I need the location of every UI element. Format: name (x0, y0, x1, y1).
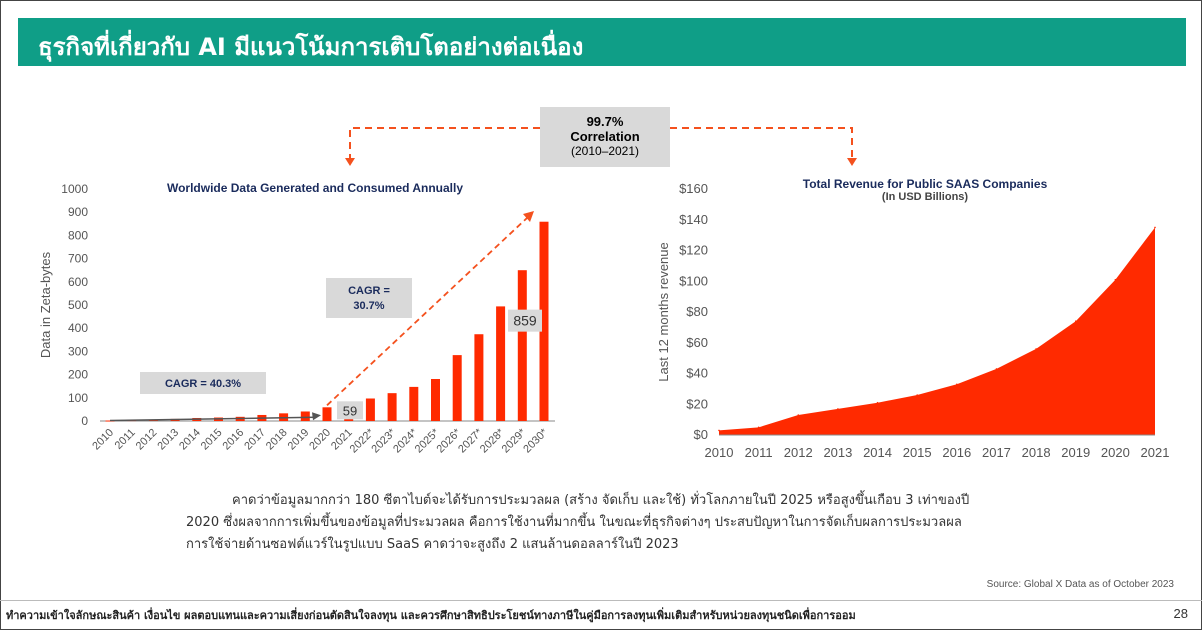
area-point-2012 (797, 414, 800, 416)
y-tick-label: $100 (679, 273, 708, 288)
bar-2020 (322, 407, 332, 421)
bar-2027 (474, 334, 484, 421)
cagr-2010-2020-arrowhead (312, 412, 321, 421)
y-tick-label: $60 (686, 335, 708, 350)
page-title: ธุรกิจที่เกี่ยวกับ AI มีแนวโน้มการเติบโต… (38, 33, 584, 61)
x-tick-label: 2017 (982, 445, 1011, 460)
area-point-2019 (1074, 320, 1077, 323)
revenue-area-series (719, 227, 1155, 435)
value-callout-2020: 59 (343, 403, 357, 418)
connector-left-arrowhead (345, 158, 355, 166)
cagr-2020-2030-label-line1: CAGR = (348, 285, 390, 297)
cagr-2020-2030-line (326, 216, 529, 406)
area-point-2014 (876, 401, 879, 404)
area-point-2015 (916, 394, 918, 396)
footer-disclaimer: ทำความเข้าใจลักษณะสินค้า เงื่อนไข ผลตอบแ… (6, 609, 856, 622)
y-tick-label: $120 (679, 243, 708, 258)
cagr-2020-2030-label-line2: 30.7% (353, 300, 384, 312)
bar-2029 (517, 270, 527, 421)
correlation-period: (2010–2021) (570, 144, 640, 158)
x-tick-label: 2011 (745, 445, 773, 460)
x-tick-label: 2010 (705, 445, 734, 460)
area-point-2016 (956, 383, 958, 386)
y-tick-label: 800 (68, 228, 88, 242)
bar-2023 (387, 393, 397, 421)
value-callout-2020-bg (337, 401, 363, 420)
bar-2022 (365, 398, 375, 421)
footer-divider (0, 600, 1202, 601)
x-tick-label: 2013 (823, 445, 852, 460)
area-point-2010 (718, 429, 720, 432)
y-tick-label: $140 (679, 212, 708, 227)
x-tick-label: 2015 (903, 445, 932, 460)
y-tick-label: 700 (68, 252, 88, 266)
bar-2028 (496, 306, 506, 421)
bar-2030 (539, 221, 549, 421)
y-tick-label: 300 (68, 344, 88, 358)
page-number: 28 (1173, 606, 1188, 621)
area-point-2020 (1114, 278, 1117, 281)
value-callout-2030: 859 (513, 313, 537, 329)
area-chart-title: Total Revenue for Public SAAS Companies (802, 177, 1048, 191)
area-point-2021 (1154, 226, 1156, 229)
correlation-box: 99.7% Correlation (2010–2021) (540, 107, 670, 167)
connector-left (349, 127, 540, 158)
body-line-2: 2020 ซึ่งผลจากการเพิ่มขึ้นของข้อมูลที่ปร… (186, 515, 962, 530)
correlation-value: 99.7% (586, 114, 624, 129)
y-axis-label: Last 12 months revenue (656, 242, 671, 381)
y-tick-label: $0 (694, 427, 708, 442)
x-tick-label: 2021 (1141, 445, 1170, 460)
y-tick-label: $80 (686, 304, 708, 319)
y-tick-label: $160 (679, 181, 708, 196)
x-tick-label: 2014 (863, 445, 892, 460)
correlation-label: Correlation (570, 129, 640, 144)
y-tick-label: 500 (68, 298, 88, 312)
cagr-2010-2020-label-bg (140, 372, 266, 394)
body-line-1: คาดว่าข้อมูลมากกว่า 180 ซีตาไบต์จะได้รับ… (186, 490, 1026, 512)
bar-2026 (452, 355, 462, 421)
cagr-2020-2030-label-bg (326, 278, 412, 318)
y-tick-label: 0 (81, 414, 88, 428)
bar-2019 (300, 411, 310, 421)
y-tick-label: 600 (68, 275, 88, 289)
body-line-3: การใช้จ่ายด้านซอฟต์แวร์ในรูปแบบ SaaS คาด… (186, 537, 679, 552)
area-chart-title-block: Total Revenue for Public SAAS Companies … (760, 177, 1090, 203)
y-tick-label: 900 (68, 205, 88, 219)
area-point-2013 (837, 408, 839, 410)
area-chart-subtitle: (In USD Billions) (881, 191, 969, 203)
area-point-2011 (757, 426, 760, 429)
y-tick-label: 200 (68, 368, 88, 382)
connector-right (670, 127, 853, 158)
body-line-1-text: คาดว่าข้อมูลมากกว่า 180 ซีตาไบต์จะได้รับ… (232, 493, 970, 508)
x-tick-label: 2012 (784, 445, 813, 460)
source-note: Source: Global X Data as of October 2023 (986, 579, 1174, 590)
value-callout-2030-bg (508, 309, 542, 332)
x-tick-label: 2018 (1022, 445, 1051, 460)
y-tick-label: 1000 (61, 182, 88, 196)
area-point-2017 (995, 368, 998, 370)
cagr-2020-2030-arrowhead (523, 211, 534, 223)
x-tick-label: 2019 (1061, 445, 1090, 460)
title-bar: ธุรกิจที่เกี่ยวกับ AI มีแนวโน้มการเติบโต… (18, 18, 1186, 66)
bar-2010 (105, 420, 115, 422)
x-tick-label: 2016 (942, 445, 971, 460)
connector-right-arrowhead (847, 158, 857, 166)
y-tick-label: $40 (686, 366, 708, 381)
y-axis-label: Data in Zeta-bytes (38, 251, 53, 358)
bar-2025 (431, 379, 440, 421)
area-point-2018 (1035, 348, 1037, 350)
y-tick-label: $20 (686, 396, 708, 411)
bar-chart-title: Worldwide Data Generated and Consumed An… (166, 181, 464, 195)
y-tick-label: 400 (68, 321, 88, 335)
x-tick-label: 2020 (1101, 445, 1130, 460)
y-tick-label: 100 (68, 391, 88, 405)
cagr-2010-2020-line (109, 416, 316, 422)
cagr-2010-2020-label: CAGR = 40.3% (165, 378, 241, 390)
bar-2024 (409, 386, 419, 421)
body-paragraph: คาดว่าข้อมูลมากกว่า 180 ซีตาไบต์จะได้รับ… (186, 490, 1026, 556)
